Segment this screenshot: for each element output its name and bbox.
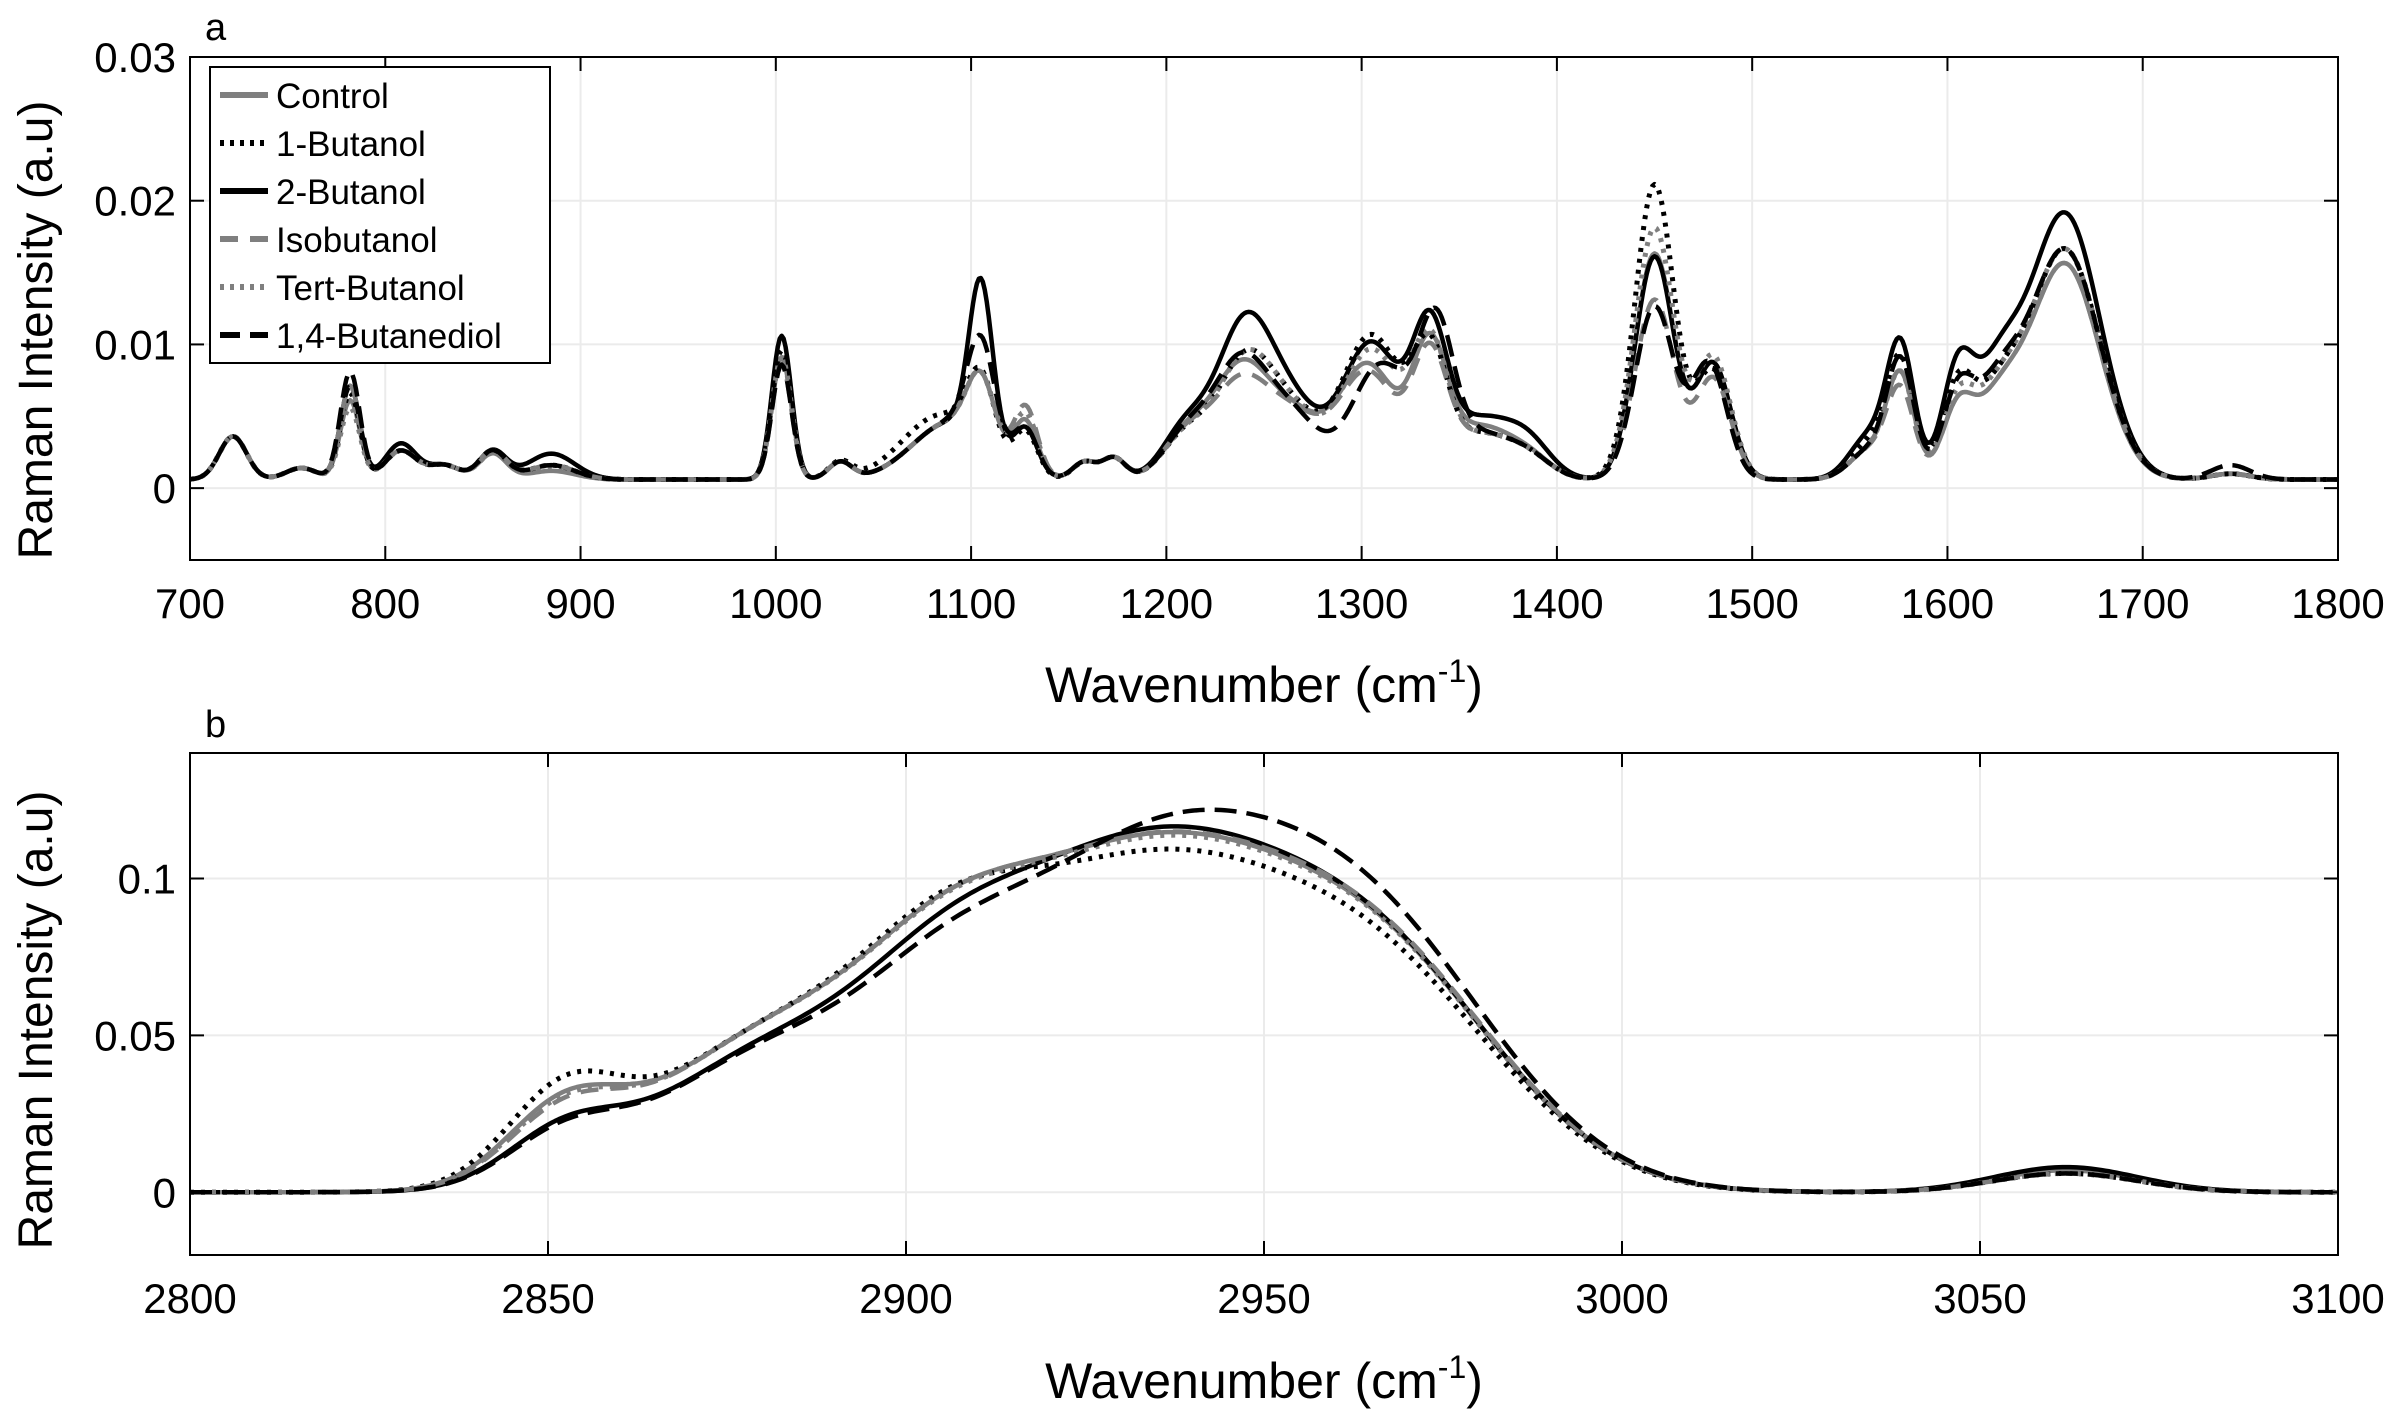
legend-entry-isobutanol: Isobutanol: [220, 221, 438, 260]
panel-b-chart: b 2800 2850 2900 2950 3000 3050 3100 00.050.1 …: [10, 704, 2385, 1409]
panel-a-x-tick-label: 800: [350, 580, 420, 627]
panel-a-y-tick-label: 0.02: [94, 178, 176, 225]
panel-a-x-tick-label: 1800: [2291, 580, 2384, 627]
panel-b-y-axis-label: Raman Intensity (a.u): [10, 791, 63, 1250]
panel-b-x-tick-label: 3000: [1575, 1275, 1668, 1322]
panel-a-series-group: [189, 181, 2339, 483]
panel-a-x-tick-label: 1300: [1315, 580, 1408, 627]
panel-a-y-tick-label: 0.01: [94, 321, 176, 368]
legend-entry-tert-butanol: Tert-Butanol: [220, 269, 465, 308]
panel-b-x-axis-label: Wavenumber (cm-1): [1045, 1349, 1483, 1409]
panel-a-x-axis-label: Wavenumber (cm-1): [1045, 653, 1483, 713]
panel-b-x-tick-label: 2950: [1217, 1275, 1310, 1322]
legend-box: [209, 66, 551, 364]
panel-b-label: b: [205, 704, 226, 746]
legend-entry-2-butanol: 2-Butanol: [220, 173, 426, 212]
panel-a-y-tick-label: 0: [153, 465, 176, 512]
panel-b-x-tick-label: 3100: [2291, 1275, 2384, 1322]
legend-entry-control: Control: [220, 77, 389, 116]
panel-a-x-tick-label: 1600: [1901, 580, 1994, 627]
legend-label-1-butanol: 1-Butanol: [276, 125, 426, 164]
panel-a-x-tick-label: 700: [155, 580, 225, 627]
panel-b-x-tick-label: 2800: [143, 1275, 236, 1322]
panel-a-x-tick-label: 1200: [1120, 580, 1213, 627]
panel-b-series-2-butanol: [190, 824, 2338, 1195]
legend-label-tert-butanol: Tert-Butanol: [276, 269, 465, 308]
panel-b-y-tick-label: 0.05: [94, 1012, 176, 1059]
panel-a-label: a: [205, 7, 227, 49]
legend-entry-1-butanol: 1-Butanol: [220, 125, 426, 164]
legend-label-1-4-butanediol: 1,4-Butanediol: [276, 317, 502, 356]
panel-a-y-tick-label: 0.03: [94, 34, 176, 81]
panel-b-y-tick-label: 0: [153, 1169, 176, 1216]
panel-a-x-tick-label: 1400: [1510, 580, 1603, 627]
panel-b-series-1-4-butanediol: [190, 807, 2339, 1195]
panel-b-x-tick-label: 3050: [1933, 1275, 2026, 1322]
legend-label-control: Control: [276, 77, 389, 116]
panel-a-series-1-4-butanediol: [189, 246, 2339, 482]
legend: Control 1-Butanol 2-Butanol Isobutanol T…: [209, 66, 551, 364]
legend-label-2-butanol: 2-Butanol: [276, 173, 426, 212]
panel-a-x-tick-label: 1700: [2096, 580, 2189, 627]
panel-b-series-group: [190, 807, 2339, 1195]
panel-a-series-2-butanol: [189, 210, 2339, 482]
legend-label-isobutanol: Isobutanol: [276, 221, 438, 260]
panel-a-x-tick-label: 900: [546, 580, 616, 627]
panel-b-y-tick-label: 0.1: [118, 856, 176, 903]
panel-a-x-tick-label: 1100: [926, 580, 1016, 627]
panel-b-x-tick-label: 2900: [859, 1275, 952, 1322]
panel-b-x-tick-label: 2850: [501, 1275, 594, 1322]
panel-b-series-1-butanol: [190, 846, 2339, 1195]
panel-a-series-1-butanol: [189, 181, 2339, 483]
panel-a-chart: a 700 800 900 1000 1100 1200 1300 1400 1500 1600 1…: [10, 7, 2385, 713]
panel-a-series-tert-butanol: [189, 225, 2339, 483]
panel-a-x-tick-label: 1500: [1705, 580, 1798, 627]
legend-entry-1-4-butanediol: 1,4-Butanediol: [220, 317, 502, 356]
panel-a-x-tick-label: 1000: [729, 580, 822, 627]
panel-a-y-axis-label: Raman Intensity (a.u): [10, 101, 63, 560]
panel-a-series-isobutanol: [189, 260, 2339, 482]
panel-a-axes-frame: [189, 56, 2339, 561]
